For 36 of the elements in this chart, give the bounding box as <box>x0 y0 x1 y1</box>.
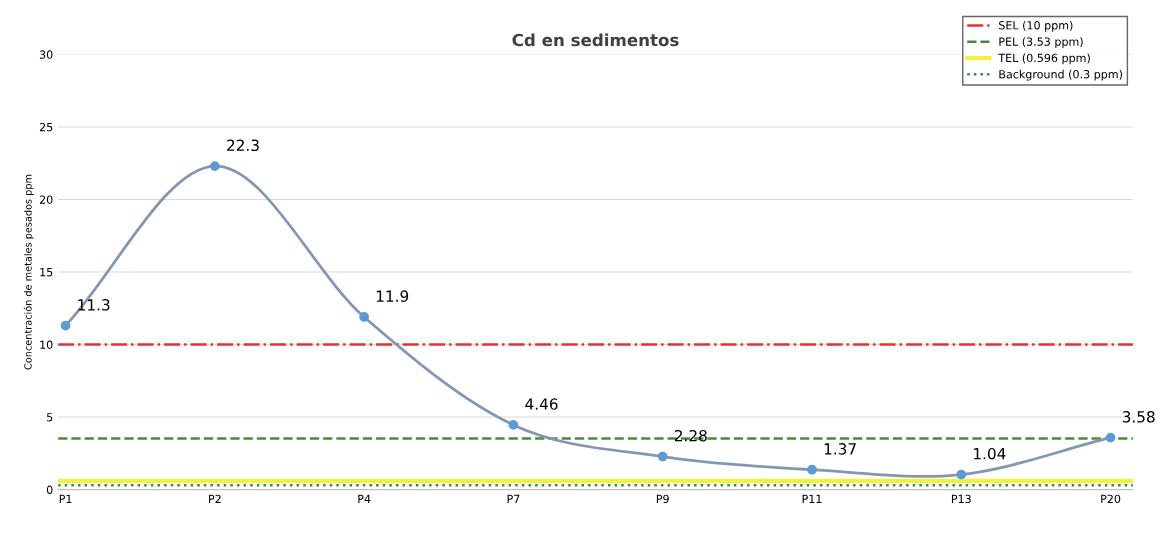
y-tick-label: 10 <box>40 340 53 349</box>
point <box>807 464 817 475</box>
y-tick-label: 0 <box>46 485 53 494</box>
y-tick-label: 15 <box>40 268 53 277</box>
y-axis-title: Concentración de metales pesados ppm <box>23 174 34 370</box>
legend-label: SEL (10 ppm) <box>999 20 1073 32</box>
x-tick-label: P1 <box>59 494 72 503</box>
data-label: 11.3 <box>78 299 110 311</box>
data-label: 1.04 <box>974 447 1006 460</box>
x-tick-label: P2 <box>209 494 221 503</box>
x-tick-label: P11 <box>802 494 822 503</box>
data-label: 11.9 <box>376 290 409 302</box>
x-tick-label: P4 <box>358 494 371 503</box>
y-tick-label: 25 <box>39 122 53 132</box>
point <box>508 420 519 430</box>
point <box>657 451 668 462</box>
y-tick-label: 20 <box>39 195 53 204</box>
x-tick-label: P20 <box>1101 494 1121 504</box>
point <box>60 320 71 331</box>
data-label: 3.58 <box>1122 411 1155 423</box>
x-tick-label: P9 <box>656 494 669 504</box>
point <box>956 469 967 480</box>
data-label: 1.37 <box>824 443 856 455</box>
x-tick-label: P7 <box>507 494 520 503</box>
legend-label: Background (0.3 ppm) <box>999 69 1122 81</box>
x-tick-label: P13 <box>951 494 971 504</box>
point <box>209 161 220 171</box>
y-tick-label: 5 <box>47 413 53 422</box>
legend-label: PEL (3.53 ppm) <box>999 37 1083 48</box>
y-tick-label: 30 <box>39 50 53 59</box>
point <box>1105 432 1116 443</box>
point <box>359 312 369 322</box>
chart-title: Cd en sedimentos <box>512 33 679 47</box>
legend-label: TEL (0.596 ppm) <box>998 53 1090 65</box>
data-label: 22.3 <box>227 139 259 152</box>
data-label: 4.46 <box>525 398 558 410</box>
